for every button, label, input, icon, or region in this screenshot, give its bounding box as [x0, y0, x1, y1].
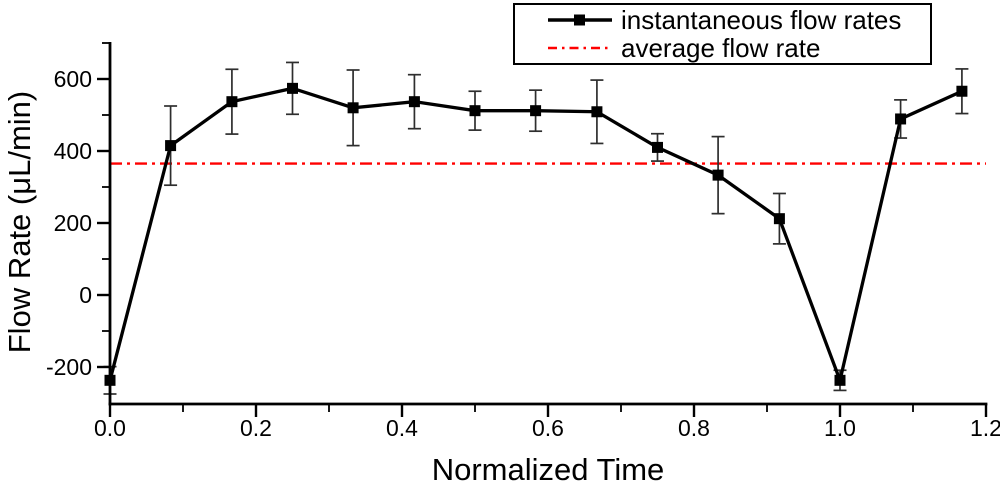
- y-axis-title: Flow Rate (μL/min): [2, 90, 37, 354]
- legend-entry-average: average flow rate: [548, 32, 930, 63]
- data-point-marker: [469, 105, 481, 117]
- y-tick-label: 200: [54, 210, 92, 236]
- y-tick-label: 0: [79, 282, 92, 308]
- data-point-marker: [591, 106, 603, 118]
- axis-ticks: [97, 42, 988, 417]
- x-axis-title: Normalized Time: [431, 452, 665, 487]
- x-tick-label: 0.4: [386, 415, 418, 441]
- x-tick-label: 0.2: [240, 415, 272, 441]
- legend-label-instantaneous: instantaneous flow rates: [621, 4, 902, 35]
- data-point-marker: [834, 374, 846, 386]
- data-point-marker: [712, 169, 724, 181]
- legend-box: instantaneous flow rates average flow ra…: [513, 3, 932, 65]
- data-point-marker: [408, 96, 420, 108]
- legend-entry-instantaneous: instantaneous flow rates: [548, 4, 930, 35]
- y-tick-label: -200: [46, 354, 92, 380]
- x-tick-label: 0.0: [94, 415, 126, 441]
- x-tick-label: 0.8: [678, 415, 710, 441]
- y-tick-label: 400: [54, 138, 92, 164]
- data-point-marker: [773, 213, 785, 225]
- error-bars: [103, 61, 969, 395]
- data-point-marker: [287, 82, 298, 94]
- legend-label-average: average flow rate: [621, 32, 821, 63]
- x-tick-label: 0.6: [532, 415, 564, 441]
- x-tick-label: 1.0: [824, 415, 856, 441]
- instantaneous-flow-line: [108, 86, 963, 387]
- data-point-marker: [347, 102, 359, 114]
- data-point-marker: [226, 96, 238, 108]
- dash-dot-line-icon: [548, 41, 612, 55]
- data-point-marker: [165, 140, 177, 152]
- data-point-marker: [895, 113, 907, 125]
- line-with-square-marker-icon: [548, 13, 612, 27]
- data-point-marker: [956, 85, 968, 97]
- x-tick-label: 1.2: [970, 415, 1000, 441]
- data-point-marker: [652, 141, 663, 153]
- y-tick-label: 600: [54, 66, 92, 92]
- data-point-marker: [530, 105, 542, 117]
